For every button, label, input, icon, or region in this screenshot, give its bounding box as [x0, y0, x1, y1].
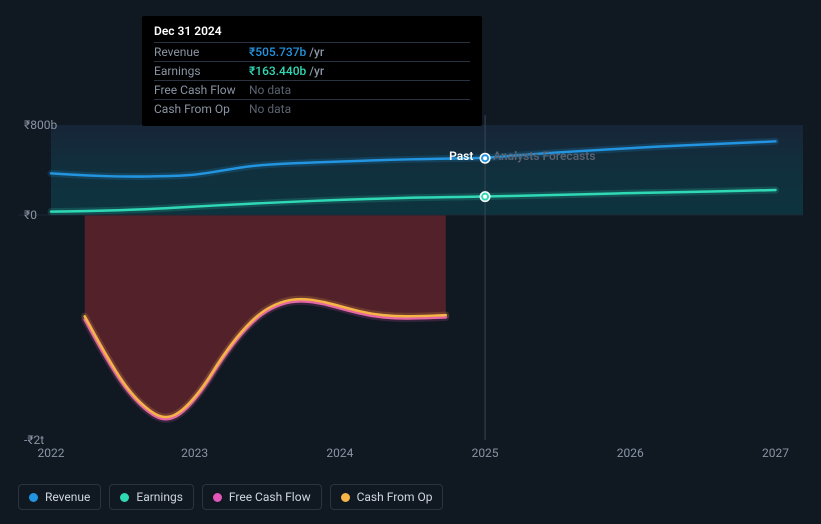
tooltip-metric-value: ₹163.440b/yr [249, 64, 324, 78]
legend-dot-icon [341, 493, 350, 502]
tooltip-row: Cash From OpNo data [154, 99, 470, 118]
legend-dot-icon [29, 493, 38, 502]
legend-item[interactable]: Cash From Op [330, 484, 444, 510]
x-axis-label: 2027 [762, 446, 789, 460]
legend-item[interactable]: Revenue [18, 484, 101, 510]
legend-label: Earnings [136, 490, 183, 504]
tooltip-row: Earnings₹163.440b/yr [154, 61, 470, 80]
past-region-label: Past [449, 149, 473, 163]
legend-label: Cash From Op [357, 490, 433, 504]
tooltip-row: Revenue₹505.737b/yr [154, 42, 470, 61]
y-axis-label: ₹800b [24, 118, 57, 132]
chart-legend: Revenue Earnings Free Cash Flow Cash From O… [18, 484, 443, 510]
legend-dot-icon [213, 493, 222, 502]
legend-label: Free Cash Flow [229, 490, 311, 504]
tooltip-metric-value: No data [249, 83, 291, 97]
tooltip-metric-label: Cash From Op [154, 102, 249, 116]
legend-item[interactable]: Free Cash Flow [202, 484, 322, 510]
y-axis-label: -₹2t [24, 433, 44, 447]
legend-item[interactable]: Earnings [109, 484, 194, 510]
tooltip-metric-label: Free Cash Flow [154, 83, 249, 97]
tooltip-metric-label: Earnings [154, 64, 249, 78]
tooltip-metric-value: No data [249, 102, 291, 116]
legend-label: Revenue [45, 490, 90, 504]
financial-chart: ₹800b ₹0 -₹2t 2022 2023 2024 2025 2026 2027 Pas… [0, 0, 821, 524]
tooltip-date: Dec 31 2024 [154, 24, 470, 42]
x-axis-label: 2025 [472, 446, 499, 460]
x-axis-labels: 2022 2023 2024 2025 2026 2027 [18, 446, 803, 464]
tooltip-metric-value: ₹505.737b/yr [249, 45, 324, 59]
tooltip-row: Free Cash FlowNo data [154, 80, 470, 99]
x-axis-label: 2022 [37, 446, 64, 460]
x-axis-label: 2026 [617, 446, 644, 460]
x-axis-label: 2024 [326, 446, 353, 460]
forecast-region-label: Analysts Forecasts [493, 149, 595, 163]
data-tooltip: Dec 31 2024 Revenue₹505.737b/yrEarnings₹… [142, 16, 482, 126]
x-axis-label: 2023 [181, 446, 208, 460]
tooltip-metric-label: Revenue [154, 45, 249, 59]
y-axis-label: ₹0 [24, 208, 37, 222]
legend-dot-icon [120, 493, 129, 502]
